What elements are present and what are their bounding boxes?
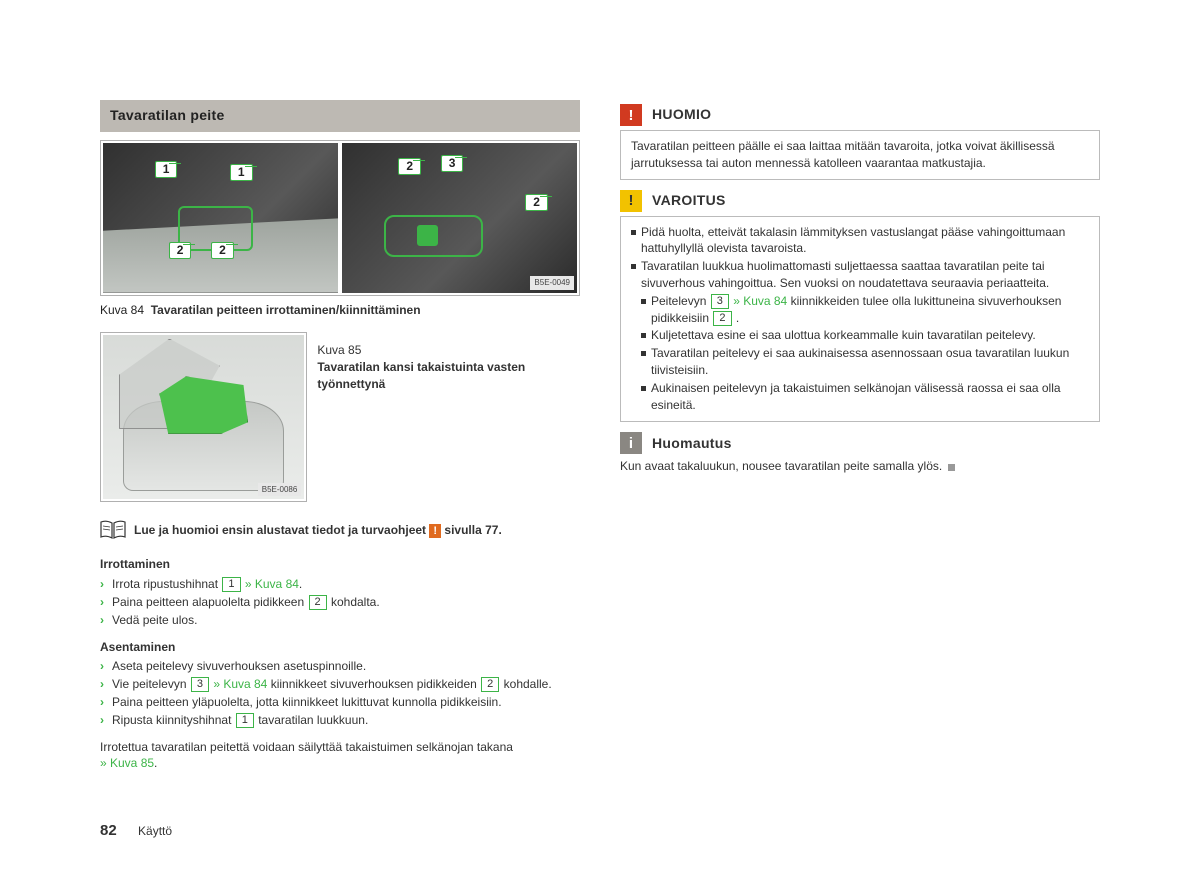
callout-tag: 1 <box>230 164 253 181</box>
notice-heading-huomio: ! HUOMIO <box>620 104 1100 126</box>
footer-section: Käyttö <box>138 824 172 838</box>
figure-84: 1 1 2 2 2 3 2 B5E-0049 <box>100 140 580 296</box>
huomautus-text: Kun avaat takaluukun, nousee tavaratilan… <box>620 458 1100 475</box>
book-icon <box>100 520 126 540</box>
step: Vedä peite ulos. <box>100 612 580 629</box>
callout-ref: 3 <box>711 294 729 309</box>
notice-box-varoitus: Pidä huolta, etteivät takalasin lämmityk… <box>620 216 1100 423</box>
callout-ref: 2 <box>309 595 327 610</box>
callout-ref: 2 <box>713 311 731 326</box>
bullet-sub: Kuljetettava esine ei saa ulottua korkea… <box>641 327 1089 344</box>
callout-tag: 2 <box>398 158 421 175</box>
step: Irrota ripustushihnat 1 » Kuva 84. <box>100 576 580 593</box>
step: Ripusta kiinnityshihnat 1 tavaratilan lu… <box>100 712 580 729</box>
figure-ref: » Kuva 84 <box>733 294 787 308</box>
figure-ref: » Kuva 84 <box>213 677 267 691</box>
section-header: Tavaratilan peite <box>100 100 580 132</box>
callout-tag: 2 <box>525 194 548 211</box>
notice-box-huomio: Tavaratilan peitteen päälle ei saa laitt… <box>620 130 1100 180</box>
bullet-sub: Aukinaisen peitelevyn ja takaistuimen se… <box>641 380 1089 414</box>
removal-steps: Irrota ripustushihnat 1 » Kuva 84. Paina… <box>100 576 580 628</box>
step: Paina peitteen yläpuolelta, jotta kiinni… <box>100 694 580 711</box>
figure-85-caption: Kuva 85 Tavaratilan kansi takaistuinta v… <box>317 332 580 392</box>
figure-84-panel-right: 2 3 2 B5E-0049 <box>342 143 577 293</box>
page-number: 82 <box>100 822 117 839</box>
step: Aseta peitelevy sivuverhouksen asetuspin… <box>100 658 580 675</box>
page-footer: 82 Käyttö <box>100 820 172 841</box>
alert-badge-icon: ! <box>620 104 642 126</box>
figure-84-panel-left: 1 1 2 2 <box>103 143 338 293</box>
figure-ref: » Kuva 85 <box>100 756 154 770</box>
bullet: Tavaratilan luukkua huolimattomasti sulj… <box>631 258 1089 292</box>
callout-tag: 2 <box>169 242 192 259</box>
callout-tag: 3 <box>441 155 464 172</box>
read-first-note: Lue ja huomioi ensin alustavat tiedot ja… <box>100 520 580 540</box>
figure-85: B5E-0086 Kuva 85 Tavaratilan kansi takai… <box>100 332 580 502</box>
info-badge-icon: i <box>620 432 642 454</box>
install-steps: Aseta peitelevy sivuverhouksen asetuspin… <box>100 658 580 728</box>
figure-84-caption: Kuva 84 Tavaratilan peitteen irrottamine… <box>100 302 580 319</box>
callout-ref: 2 <box>481 677 499 692</box>
notice-heading-huomautus: i Huomautus <box>620 432 1100 454</box>
figure-code: B5E-0086 <box>258 483 302 496</box>
bullet-sub: Peitelevyn 3 » Kuva 84 kiinnikkeiden tul… <box>641 293 1089 327</box>
callout-tag: 2 <box>211 242 234 259</box>
callout-ref: 3 <box>191 677 209 692</box>
callout-ref: 1 <box>236 713 254 728</box>
figure-ref: » Kuva 84 <box>245 577 299 591</box>
callout-tag: 1 <box>155 161 178 178</box>
storage-note: Irrotettua tavaratilan peitettä voidaan … <box>100 739 580 773</box>
step: Vie peitelevyn 3 » Kuva 84 kiinnikkeet s… <box>100 676 580 693</box>
bullet: Pidä huolta, etteivät takalasin lämmityk… <box>631 224 1089 258</box>
bullet-sub: Tavaratilan peitelevy ei saa aukinaisess… <box>641 345 1089 379</box>
figure-code: B5E-0049 <box>530 276 574 289</box>
figure-85-panel: B5E-0086 <box>100 332 307 502</box>
warning-badge-icon: ! <box>429 524 441 538</box>
callout-ref: 1 <box>222 577 240 592</box>
notice-heading-varoitus: ! VAROITUS <box>620 190 1100 212</box>
right-column: ! HUOMIO Tavaratilan peitteen päälle ei … <box>620 100 1100 780</box>
install-heading: Asentaminen <box>100 639 580 656</box>
step: Paina peitteen alapuolelta pidikkeen 2 k… <box>100 594 580 611</box>
removal-heading: Irrottaminen <box>100 556 580 573</box>
warning-badge-icon: ! <box>620 190 642 212</box>
left-column: Tavaratilan peite 1 1 2 2 2 3 2 B5E-0049… <box>100 100 580 780</box>
end-marker-icon <box>948 464 955 471</box>
